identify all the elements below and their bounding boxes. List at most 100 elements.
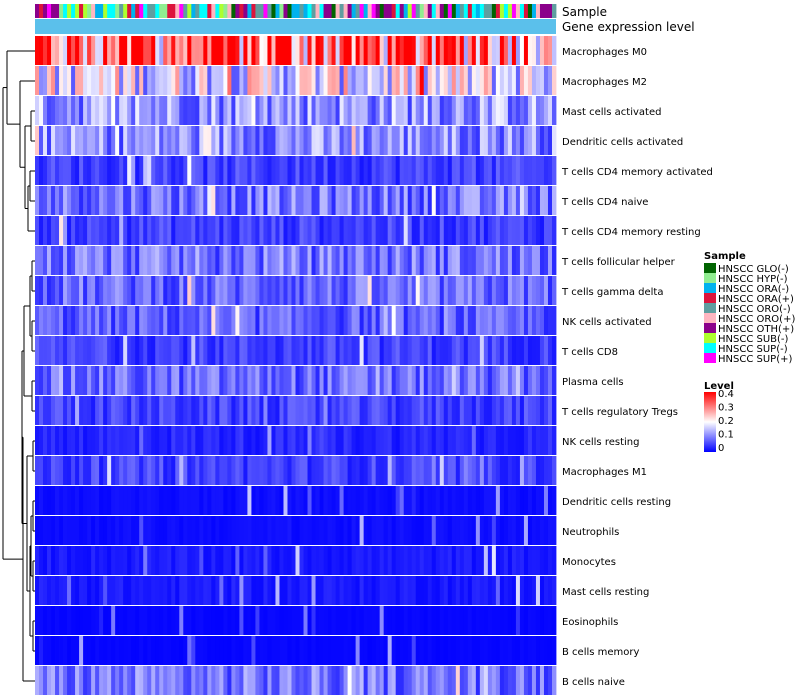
heatmap-cell — [539, 636, 545, 665]
sample-annotation-cell — [79, 4, 84, 18]
heatmap-cell — [491, 456, 497, 485]
heatmap-cell — [267, 636, 272, 665]
heatmap-cell — [167, 486, 172, 515]
heatmap-cell — [335, 126, 340, 155]
heatmap-cell — [259, 486, 264, 515]
heatmap-cell — [79, 36, 84, 65]
heatmap-cell — [471, 366, 477, 395]
heatmap-cell — [295, 546, 300, 575]
sample-annotation-cell — [167, 4, 172, 18]
heatmap-cell — [103, 606, 108, 635]
heatmap-cell — [307, 366, 312, 395]
heatmap-cell — [215, 396, 220, 425]
heatmap-cell — [247, 126, 252, 155]
heatmap-cell — [139, 306, 144, 335]
heatmap-cell — [311, 396, 316, 425]
heatmap-cell — [523, 246, 529, 275]
sample-annotation-cell — [287, 4, 292, 18]
heatmap-cell — [383, 636, 389, 665]
heatmap-cell — [351, 636, 357, 665]
heatmap-cell — [131, 156, 136, 185]
heatmap-cell — [311, 156, 316, 185]
heatmap-cell — [247, 336, 252, 365]
heatmap-cell — [155, 636, 160, 665]
heatmap-cell — [215, 426, 220, 455]
heatmap-cell — [171, 126, 176, 155]
heatmap-cell — [143, 126, 148, 155]
heatmap-cell — [239, 246, 244, 275]
heatmap-cell — [343, 156, 348, 185]
heatmap-cell — [303, 336, 308, 365]
heatmap-cell — [127, 576, 132, 605]
heatmap-cell — [95, 216, 100, 245]
heatmap-cell — [247, 366, 252, 395]
heatmap-cell — [471, 486, 477, 515]
heatmap-cell — [415, 336, 421, 365]
heatmap-cell — [487, 186, 493, 215]
heatmap-cell — [51, 456, 56, 485]
heatmap-cell — [211, 186, 216, 215]
heatmap-cell — [395, 546, 401, 575]
heatmap-cell — [407, 546, 413, 575]
heatmap-cell — [247, 606, 252, 635]
heatmap-cell — [63, 96, 68, 125]
heatmap-cell — [495, 306, 501, 335]
heatmap-cell — [475, 66, 481, 95]
heatmap-cell — [551, 666, 557, 695]
heatmap-cell — [359, 576, 365, 605]
heatmap-cell — [287, 96, 292, 125]
heatmap-cell — [191, 366, 196, 395]
heatmap-cell — [415, 666, 421, 695]
heatmap-cell — [347, 66, 353, 95]
heatmap-cell — [199, 606, 204, 635]
heatmap-cell — [231, 576, 236, 605]
heatmap-cell — [95, 516, 100, 545]
heatmap-cell — [67, 246, 72, 275]
heatmap-cell — [307, 666, 312, 695]
heatmap-cell — [99, 486, 104, 515]
heatmap-cell — [267, 516, 272, 545]
heatmap-cell — [283, 36, 288, 65]
heatmap-cell — [171, 186, 176, 215]
heatmap-cell — [271, 156, 276, 185]
heatmap-cell — [319, 36, 324, 65]
heatmap-cell — [475, 96, 481, 125]
heatmap-cell — [519, 36, 525, 65]
heatmap-cell — [199, 96, 204, 125]
heatmap-cell — [95, 66, 100, 95]
heatmap-cell — [227, 576, 232, 605]
heatmap-cell — [171, 576, 176, 605]
heatmap-cell — [487, 306, 493, 335]
heatmap-cell — [495, 396, 501, 425]
heatmap-cell — [531, 666, 537, 695]
heatmap-cell — [459, 456, 465, 485]
heatmap-cell — [479, 66, 485, 95]
heatmap-cell — [59, 576, 64, 605]
heatmap-cell — [535, 186, 541, 215]
heatmap-cell — [139, 186, 144, 215]
heatmap-cell — [447, 216, 453, 245]
heatmap-cell — [535, 396, 541, 425]
heatmap-cell — [499, 666, 505, 695]
heatmap-cell — [135, 156, 140, 185]
heatmap-cell — [299, 486, 304, 515]
heatmap-cell — [343, 516, 348, 545]
heatmap-cell — [339, 516, 344, 545]
heatmap-cell — [223, 336, 228, 365]
heatmap-cell — [107, 66, 112, 95]
heatmap-cell — [211, 396, 216, 425]
heatmap-cell — [115, 216, 120, 245]
heatmap-cell — [547, 216, 553, 245]
heatmap-cell — [191, 486, 196, 515]
heatmap-cell — [515, 186, 521, 215]
heatmap-cell — [531, 546, 537, 575]
sample-annotation-cell — [475, 4, 481, 18]
heatmap-cell — [383, 336, 389, 365]
sample-legend-swatch — [704, 343, 716, 353]
heatmap-cell — [447, 276, 453, 305]
heatmap-cell — [519, 246, 525, 275]
heatmap-cell — [475, 456, 481, 485]
heatmap-cell — [455, 636, 461, 665]
heatmap-cell — [499, 276, 505, 305]
